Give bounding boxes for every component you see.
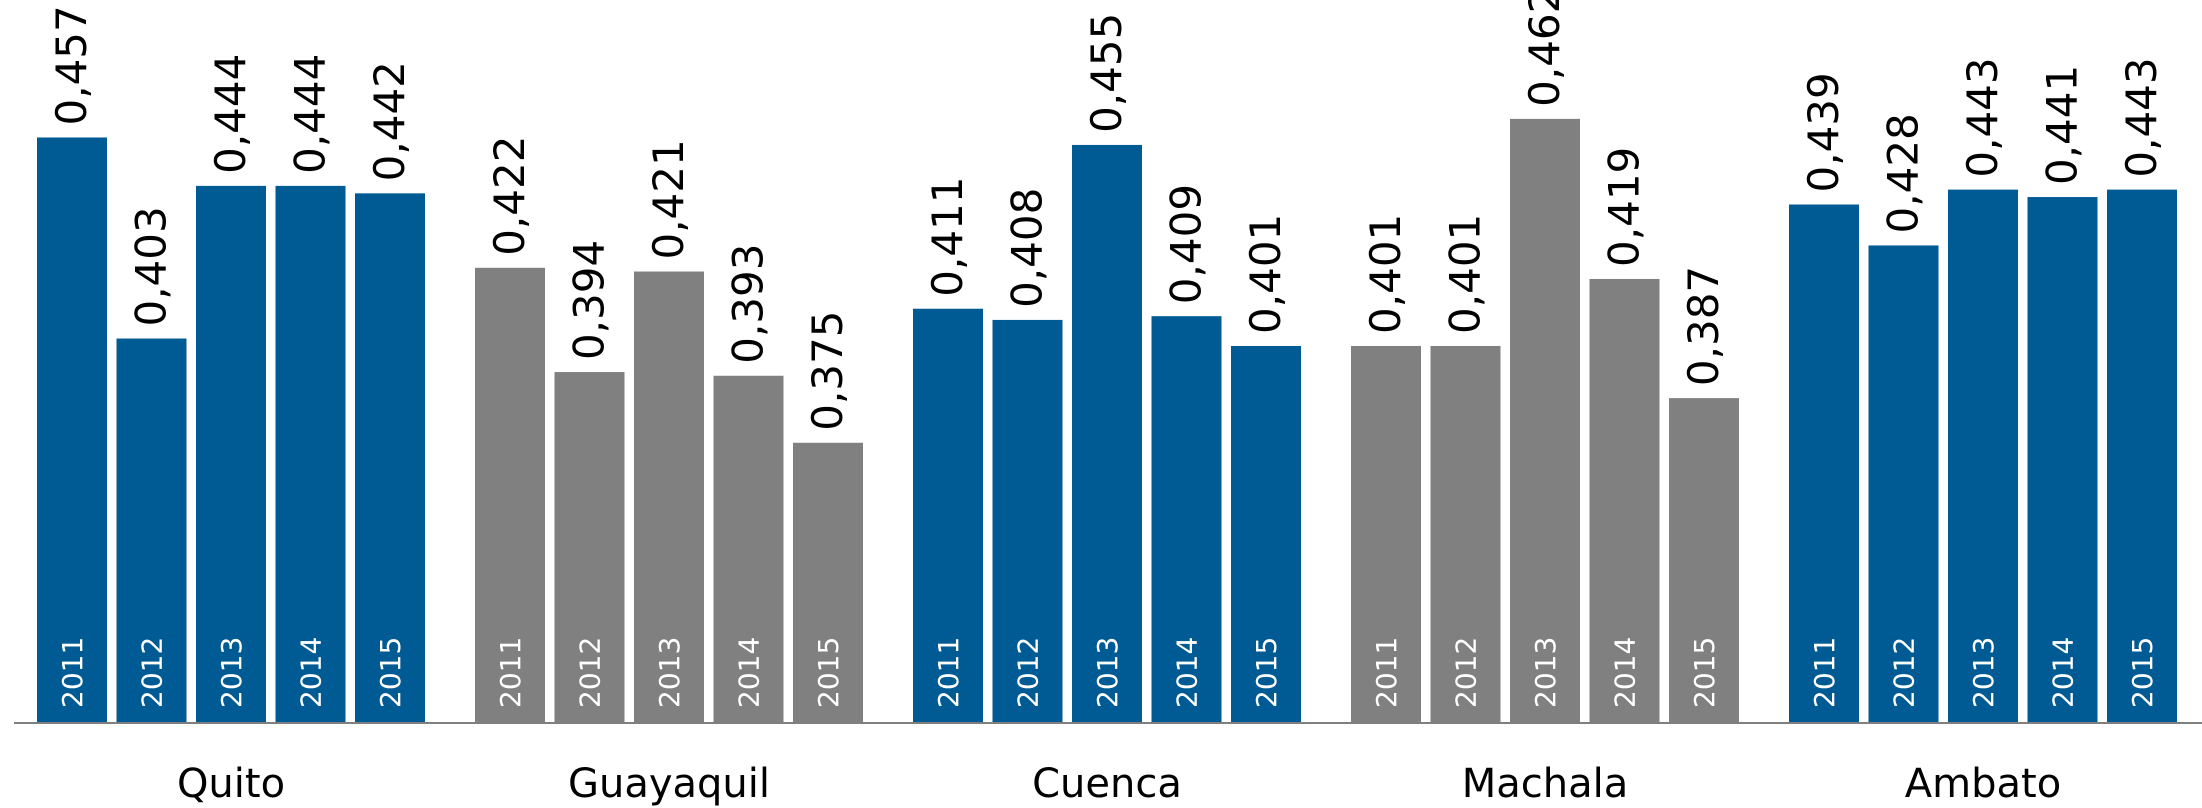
year-label: 2013 (1529, 637, 1562, 708)
bar-ambato-2015 (2107, 189, 2177, 723)
value-label: 0,421 (644, 139, 693, 259)
value-label: 0,444 (206, 54, 255, 174)
category-labels-group: Quito Guayaquil Cuenca Machala Ambato (177, 761, 2061, 807)
year-label: 2012 (1888, 637, 1921, 708)
year-label: 2011 (56, 637, 89, 708)
value-label: 0,387 (1679, 266, 1728, 386)
value-label: 0,455 (1082, 13, 1131, 133)
year-label: 2012 (574, 637, 607, 708)
year-label: 2013 (215, 637, 248, 708)
bar-machala-2011 (1351, 345, 1421, 722)
year-label: 2011 (1370, 637, 1403, 708)
year-label: 2013 (653, 637, 686, 708)
bar-ambato-2013 (1948, 189, 2018, 723)
bar-cuenca-2013 (1072, 144, 1142, 722)
bar-quito-2011 (37, 137, 107, 722)
value-label: 0,462 (1520, 0, 1569, 107)
bar-cuenca-2012 (992, 319, 1063, 722)
value-label: 0,401 (1361, 214, 1410, 334)
year-label: 2014 (733, 637, 766, 708)
value-label: 0,439 (1799, 72, 1848, 192)
bar-ambato-2012 (1868, 245, 1939, 722)
year-label: 2015 (1688, 637, 1721, 708)
bar-quito-2013 (196, 185, 266, 722)
category-label-quito: Quito (177, 761, 285, 807)
value-label: 0,443 (1958, 57, 2007, 177)
value-label: 0,401 (1241, 214, 1290, 334)
bar-cuenca-2011 (913, 308, 983, 722)
category-label-cuenca: Cuenca (1032, 761, 1182, 807)
year-label: 2014 (1171, 637, 1204, 708)
year-labels-group: 2011 2012 2013 2014 2015 2011 2012 2013 2014 2015… (56, 637, 2159, 708)
bar-quito-2015 (355, 193, 425, 723)
year-label: 2015 (1250, 637, 1283, 708)
bar-machala-2013 (1510, 118, 1580, 722)
year-label: 2015 (2126, 637, 2159, 708)
value-label: 0,442 (365, 61, 414, 181)
bar-machala-2012 (1430, 345, 1501, 722)
value-label: 0,401 (1441, 214, 1490, 334)
year-label: 2014 (295, 637, 328, 708)
value-label: 0,457 (47, 5, 96, 125)
year-label: 2012 (136, 637, 169, 708)
bar-guayaquil-2012 (554, 372, 625, 722)
year-label: 2011 (932, 637, 965, 708)
value-label: 0,422 (485, 136, 534, 256)
value-label: 0,428 (1879, 113, 1928, 233)
bar-guayaquil-2013 (634, 271, 704, 722)
category-label-ambato: Ambato (1905, 761, 2061, 807)
year-label: 2012 (1450, 637, 1483, 708)
bar-machala-2014 (1589, 278, 1660, 722)
year-label: 2012 (1012, 637, 1045, 708)
bar-ambato-2014 (2027, 197, 2098, 722)
bar-machala-2015 (1669, 398, 1739, 722)
value-label: 0,443 (2117, 57, 2166, 177)
year-label: 2013 (1967, 637, 2000, 708)
value-label: 0,375 (803, 311, 852, 431)
year-label: 2015 (812, 637, 845, 708)
bar-cuenca-2015 (1231, 345, 1301, 722)
bar-guayaquil-2011 (475, 267, 545, 722)
year-label: 2011 (1808, 637, 1841, 708)
bars-group (37, 118, 2177, 723)
bar-ambato-2011 (1789, 204, 1859, 723)
value-label: 0,441 (2038, 65, 2087, 185)
bar-guayaquil-2014 (713, 375, 784, 722)
bar-cuenca-2014 (1151, 316, 1222, 722)
category-label-machala: Machala (1462, 761, 1629, 807)
year-label: 2013 (1091, 637, 1124, 708)
value-label: 0,419 (1600, 147, 1649, 267)
bar-quito-2012 (116, 338, 187, 722)
value-label: 0,411 (923, 176, 972, 296)
value-label: 0,444 (286, 54, 335, 174)
year-label: 2011 (494, 637, 527, 708)
value-label: 0,408 (1003, 188, 1052, 308)
year-label: 2014 (1609, 637, 1642, 708)
value-label: 0,409 (1162, 184, 1211, 304)
year-label: 2015 (374, 637, 407, 708)
bar-guayaquil-2015 (793, 442, 863, 722)
value-label: 0,394 (565, 240, 614, 360)
value-labels-group: 0,457 0,403 0,444 0,444 0,442 0,422 0,394 0,421… (47, 0, 2166, 431)
category-label-guayaquil: Guayaquil (568, 761, 770, 807)
value-label: 0,393 (724, 244, 773, 364)
bar-quito-2014 (275, 185, 346, 722)
year-label: 2014 (2047, 637, 2080, 708)
value-label: 0,403 (127, 206, 176, 326)
